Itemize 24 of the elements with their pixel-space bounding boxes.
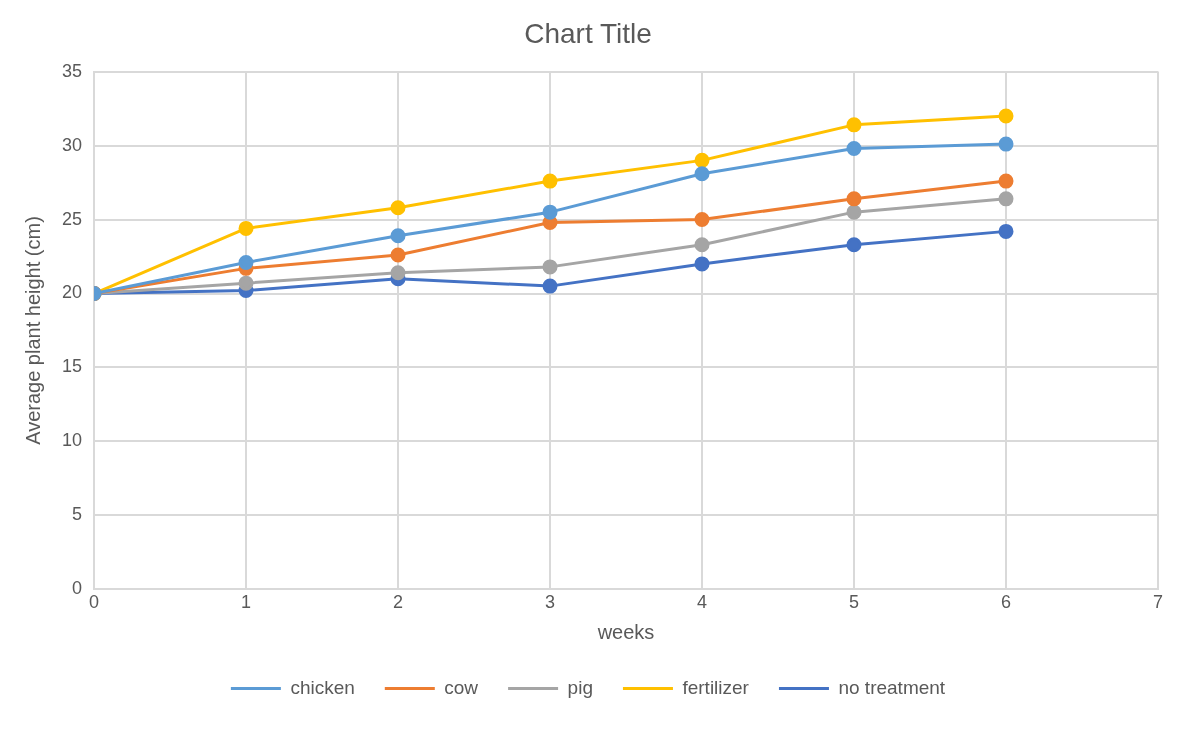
legend-label: chicken [290, 676, 355, 698]
legend-label: cow [444, 676, 479, 698]
y-tick-label: 20 [61, 282, 83, 303]
chart-title: Chart Title [524, 17, 652, 49]
x-tick-label: 0 [89, 592, 100, 613]
legend-label: no treatment [838, 676, 946, 698]
y-axis-title: Average plant height (cm) [21, 216, 44, 445]
y-tick-label: 25 [61, 208, 83, 229]
x-tick-label: 2 [393, 592, 404, 613]
y-tick-label: 35 [61, 60, 83, 81]
y-tick-label: 15 [61, 356, 83, 377]
x-tick-label: 6 [1001, 592, 1012, 613]
x-tick-label: 5 [849, 592, 860, 613]
y-tick-label: 10 [61, 430, 83, 451]
legend-label: fertilizer [682, 676, 750, 698]
x-axis-title: weeks [596, 620, 655, 643]
y-tick-label: 0 [72, 578, 83, 599]
x-tick-label: 4 [697, 592, 708, 613]
legend-label: pig [567, 676, 593, 698]
x-tick-label: 1 [241, 592, 252, 613]
y-tick-label: 30 [61, 134, 83, 155]
x-tick-label: 3 [545, 592, 556, 613]
y-tick-label: 5 [72, 504, 83, 525]
x-tick-label: 7 [1152, 592, 1164, 613]
